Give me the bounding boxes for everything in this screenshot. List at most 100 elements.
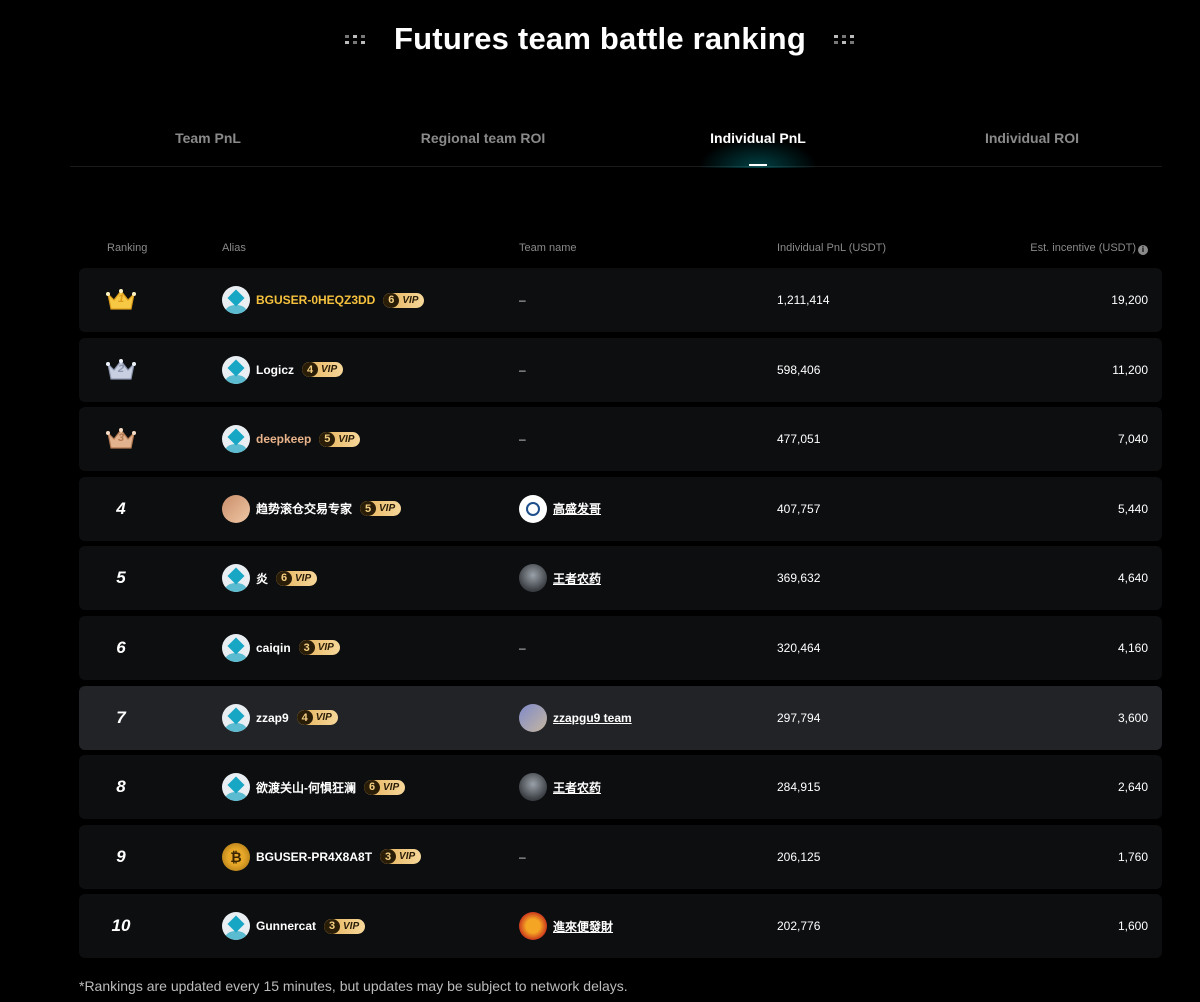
- table-row[interactable]: 1 BGUSER-0HEQZ3DD 6 VIP – 1,211,414 19,200: [79, 268, 1162, 332]
- team-name-link[interactable]: 王者农药: [553, 780, 602, 795]
- pnl-value: 297,794: [777, 710, 821, 725]
- alias-cell: Gunnercat 3 VIP: [222, 894, 366, 958]
- vip-label: VIP: [402, 294, 419, 306]
- vip-label: VIP: [379, 503, 396, 515]
- alias-name[interactable]: Logicz: [256, 362, 294, 377]
- vip-label: VIP: [383, 781, 400, 793]
- vip-level: 6: [383, 292, 400, 308]
- rank-number: 1: [117, 293, 125, 305]
- vip-label: VIP: [317, 642, 334, 654]
- vip-level: 3: [324, 918, 341, 934]
- table-row[interactable]: 6 caiqin 3 VIP – 320,464 4,160: [79, 615, 1162, 680]
- team-name-link[interactable]: 進來便發財: [553, 919, 614, 934]
- rank-cell: 5: [103, 546, 139, 610]
- vip-label: VIP: [315, 712, 332, 724]
- vip-badge: 3 VIP: [298, 640, 340, 656]
- team-cell: 王者农药: [519, 546, 601, 610]
- table-row[interactable]: 7 zzap9 4 VIP zzapgu9 team 297,794 3,600: [79, 685, 1162, 750]
- silver-crown-icon: 2: [106, 358, 136, 382]
- team-avatar: [519, 494, 547, 523]
- vip-badge: 6 VIP: [276, 570, 318, 586]
- team-avatar: [519, 703, 547, 732]
- alias-name[interactable]: 趋势滚仓交易专家: [256, 502, 353, 517]
- alias-name[interactable]: zzap9: [256, 710, 289, 725]
- alias-name[interactable]: Gunnercat: [256, 919, 317, 934]
- page-header: Futures team battle ranking: [0, 14, 1200, 64]
- vip-label: VIP: [338, 433, 355, 445]
- pnl-value: 407,757: [777, 501, 821, 516]
- table-row[interactable]: 3 deepkeep 5 VIP – 477,051 7,040: [79, 407, 1162, 472]
- header-team-name: Team name: [519, 242, 577, 254]
- team-name-link[interactable]: zzapgu9 team: [553, 710, 632, 725]
- pnl-value: 320,464: [777, 640, 821, 655]
- rank-number: 5: [116, 568, 126, 588]
- alias-name[interactable]: BGUSER-0HEQZ3DD: [256, 293, 376, 307]
- page-title: Futures team battle ranking: [394, 21, 806, 56]
- decor-dots-icon: [833, 34, 855, 44]
- alias-name[interactable]: 欲渡关山-何惧狂澜: [256, 780, 356, 795]
- alias-name[interactable]: 炎: [256, 571, 269, 586]
- table-row[interactable]: 8 欲渡关山-何惧狂澜 6 VIP 王者农药 284,915 2,640: [79, 755, 1162, 820]
- table-row[interactable]: 10 Gunnercat 3 VIP 進來便發財 202,776 1,600: [79, 894, 1162, 959]
- tab-individual-roi[interactable]: Individual ROI: [984, 130, 1080, 146]
- table-row[interactable]: 5 炎 6 VIP 王者农药 369,632 4,640: [79, 546, 1162, 611]
- incentive-value: 4,160: [1117, 640, 1148, 655]
- team-empty: –: [519, 849, 526, 864]
- vip-level: 6: [276, 570, 293, 586]
- vip-label: VIP: [295, 572, 312, 584]
- alias-cell: ₿ BGUSER-PR4X8A8T 3 VIP: [222, 825, 422, 889]
- vip-level: 6: [364, 779, 380, 795]
- incentive-value: 11,200: [1112, 362, 1148, 377]
- pnl-value: 284,915: [777, 780, 821, 795]
- team-cell: zzapgu9 team: [519, 686, 632, 750]
- team-cell: –: [519, 407, 526, 471]
- pnl-value: 202,776: [777, 919, 821, 934]
- vip-badge: 5 VIP: [360, 501, 402, 517]
- incentive-value: 2,640: [1117, 780, 1148, 795]
- decor-dots-icon: [345, 34, 366, 44]
- rank-number: 7: [116, 707, 126, 727]
- vip-badge: 5 VIP: [319, 431, 361, 447]
- avatar: [222, 494, 250, 523]
- team-empty: –: [519, 640, 526, 655]
- gold-crown-icon: 1: [106, 288, 136, 312]
- vip-label: VIP: [343, 920, 360, 932]
- rank-number: 9: [116, 846, 126, 866]
- rank-cell: 3: [103, 407, 139, 471]
- tab-team-pnl[interactable]: Team PnL: [175, 130, 241, 146]
- team-avatar: [519, 912, 547, 941]
- alias-cell: Logicz 4 VIP: [222, 338, 344, 402]
- header-est-incentive-label: Est. incentive (USDT): [1030, 242, 1136, 254]
- alias-name[interactable]: BGUSER-PR4X8A8T: [256, 849, 373, 864]
- avatar: [222, 355, 250, 384]
- team-avatar: [519, 564, 547, 593]
- alias-name[interactable]: caiqin: [256, 640, 291, 655]
- table-row[interactable]: 4 趋势滚仓交易专家 5 VIP 高盛发哥 407,757 5,440: [79, 476, 1162, 541]
- table-row[interactable]: 2 Logicz 4 VIP – 598,406 11,200: [79, 337, 1162, 402]
- vip-level: 3: [298, 640, 315, 656]
- info-icon[interactable]: i: [1138, 245, 1148, 255]
- rank-cell: 2: [103, 338, 139, 402]
- tab-regional-team-roi[interactable]: Regional team ROI: [420, 130, 546, 146]
- vip-label: VIP: [321, 364, 338, 376]
- team-name-link[interactable]: 王者农药: [553, 571, 602, 586]
- avatar: ₿: [222, 842, 250, 871]
- rank-cell: 10: [103, 894, 139, 958]
- rank-number: 6: [116, 637, 126, 657]
- header-est-incentive: Est. incentive (USDT) i: [1030, 242, 1148, 255]
- vip-level: 5: [360, 501, 377, 517]
- tab-individual-pnl[interactable]: Individual PnL: [710, 130, 806, 146]
- avatar: [222, 564, 250, 593]
- pnl-value: 206,125: [777, 849, 821, 864]
- vip-level: 5: [319, 431, 336, 447]
- team-name-link[interactable]: 高盛发哥: [553, 502, 602, 517]
- vip-level: 4: [302, 362, 318, 378]
- ranking-tabs: Team PnL Regional team ROI Individual Pn…: [70, 108, 1162, 168]
- vip-label: VIP: [399, 851, 416, 863]
- team-cell: 進來便發財: [519, 894, 613, 958]
- alias-name[interactable]: deepkeep: [256, 432, 312, 447]
- alias-cell: deepkeep 5 VIP: [222, 407, 361, 471]
- incentive-value: 1,760: [1117, 849, 1148, 864]
- table-row[interactable]: 9 ₿ BGUSER-PR4X8A8T 3 VIP – 206,125 1,760: [79, 824, 1162, 889]
- vip-badge: 3 VIP: [324, 918, 366, 934]
